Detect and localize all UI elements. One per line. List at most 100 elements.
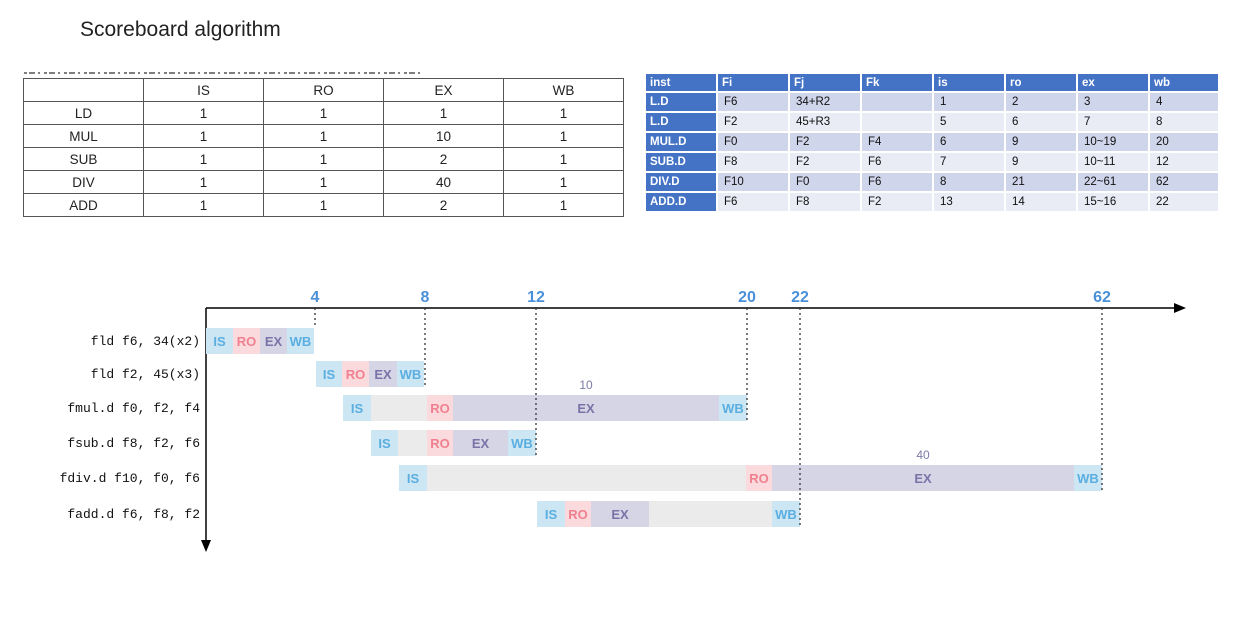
scoreboard-cell: F0 [718,133,790,151]
scoreboard-header-cell: is [934,74,1006,91]
scoreboard-cell: F10 [718,173,790,191]
scoreboard-cell: 4 [1150,93,1220,111]
scoreboard-row: L.D F6 34+R2 1 2 3 4 [646,93,1220,111]
ex-stage-label: EX [374,367,392,382]
is-stage-segment [399,465,427,491]
stall-segment [427,465,746,491]
scoreboard-cell: 10~19 [1078,133,1150,151]
ro-stage-label: RO [346,367,366,382]
page-title: Scoreboard algorithm [80,18,281,41]
scoreboard-header-cell: wb [1150,74,1220,91]
time-tick-label: 22 [791,289,809,306]
scoreboard-cell [862,93,934,111]
ro-stage-segment [427,395,453,421]
scoreboard-cell: 9 [1006,153,1078,171]
stall-segment [371,395,427,421]
scoreboard-header-row: inst Fi Fj Fk is ro ex wb [646,74,1220,91]
scoreboard-cell: F6 [862,153,934,171]
scoreboard-cell: 12 [1150,153,1220,171]
scoreboard-cell: 20 [1150,133,1220,151]
scoreboard-cell [862,113,934,131]
scoreboard-cell: F2 [718,113,790,131]
scoreboard-header-cell: Fk [862,74,934,91]
scoreboard-row: DIV.D F10 F0 F6 8 21 22~61 62 [646,173,1220,191]
stall-segment [649,501,772,527]
ex-stage-segment [453,430,508,456]
latency-cell: 1 [263,101,384,125]
is-stage-segment [343,395,371,421]
ex-stage-segment [772,465,1074,491]
ro-stage-segment [427,430,453,456]
ro-stage-segment [746,465,772,491]
latency-note: 10 [579,378,593,392]
scoreboard-inst-cell: MUL.D [646,133,718,151]
faded-caption-scribble [24,72,424,74]
time-axis-arrow-icon [1174,303,1186,313]
scoreboard-cell: F6 [718,193,790,211]
scoreboard-header-cell: ro [1006,74,1078,91]
scoreboard-cell: F0 [790,173,862,191]
ex-stage-label: EX [611,507,629,522]
wb-stage-segment [508,430,536,456]
scoreboard-cell: 6 [934,133,1006,151]
scoreboard-cell: F6 [862,173,934,191]
scoreboard-cell: F8 [718,153,790,171]
wb-stage-label: WB [511,436,533,451]
is-stage-label: IS [378,436,391,451]
ex-stage-segment [591,501,649,527]
ex-stage-label: EX [265,334,283,349]
is-stage-label: IS [213,334,226,349]
scoreboard-inst-cell: SUB.D [646,153,718,171]
scoreboard-cell: F8 [790,193,862,211]
latency-cell: 1 [503,170,624,194]
scoreboard-cell: 22 [1150,193,1220,211]
wb-stage-segment [1074,465,1102,491]
scoreboard-cell: 22~61 [1078,173,1150,191]
ro-stage-segment [565,501,591,527]
ro-stage-label: RO [430,436,450,451]
instruction-label: fdiv.d f10, f0, f6 [60,471,200,486]
scoreboard-row: MUL.D F0 F2 F4 6 9 10~19 20 [646,133,1220,151]
time-tick-label: 8 [421,289,430,306]
scoreboard-row: L.D F2 45+R3 5 6 7 8 [646,113,1220,131]
wb-stage-segment [287,328,314,354]
scoreboard-cell: 8 [1150,113,1220,131]
time-tick-label: 12 [527,289,545,306]
ex-stage-label: EX [577,401,595,416]
scoreboard-cell: F2 [790,133,862,151]
scoreboard-header-cell: inst [646,74,718,91]
instruction-label: fld f6, 34(x2) [91,334,200,349]
latency-cell: DIV [23,170,144,194]
time-tick-label: 20 [738,289,756,306]
scoreboard-cell: 45+R3 [790,113,862,131]
ro-stage-segment [233,328,260,354]
latency-table: IS RO EX WB LD 1 1 1 1 MUL 1 1 10 1 SUB 1 1 2 1 DIV 1 1 40 1 ADD… [23,78,624,217]
scoreboard-inst-cell: ADD.D [646,193,718,211]
is-stage-label: IS [545,507,558,522]
instruction-label: fmul.d f0, f2, f4 [67,401,200,416]
is-stage-segment [316,361,342,387]
is-stage-label: IS [323,367,336,382]
scoreboard-cell: 7 [934,153,1006,171]
wb-stage-label: WB [1077,471,1099,486]
latency-cell: 40 [383,170,504,194]
ro-stage-label: RO [430,401,450,416]
scoreboard-cell: F4 [862,133,934,151]
scoreboard-cell: F2 [790,153,862,171]
latency-cell: 1 [503,193,624,217]
wb-stage-label: WB [775,507,797,522]
scoreboard-cell: 3 [1078,93,1150,111]
wb-stage-segment [397,361,424,387]
wb-stage-label: WB [290,334,312,349]
latency-note: 40 [916,448,930,462]
scoreboard-cell: 5 [934,113,1006,131]
scoreboard-cell: 15~16 [1078,193,1150,211]
scoreboard-inst-cell: DIV.D [646,173,718,191]
is-stage-segment [371,430,398,456]
scoreboard-cell: 7 [1078,113,1150,131]
scoreboard-cell: 13 [934,193,1006,211]
scoreboard-cell: F2 [862,193,934,211]
instruction-label: fadd.d f6, f8, f2 [67,507,200,522]
ro-stage-segment [342,361,369,387]
scoreboard-cell: 2 [1006,93,1078,111]
